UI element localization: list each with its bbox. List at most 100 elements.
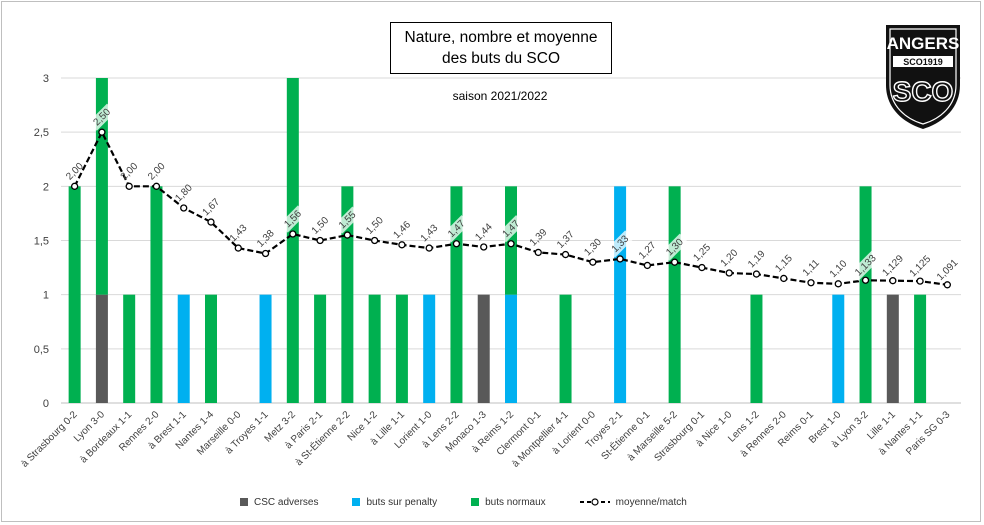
bar-segment [559,294,572,403]
bar-segment [341,186,354,403]
bar-segment [886,294,899,403]
average-marker [534,248,542,257]
average-marker [370,236,379,245]
data-label-bg [88,103,116,131]
y-tick-label: 1 [43,290,49,302]
legend-item-csc: CSC adverses [240,497,318,508]
data-label: 1,27 [637,240,659,262]
y-tick-label: 0,5 [34,344,49,356]
data-label: 1,11 [801,257,822,278]
data-label: 1,67 [201,196,223,218]
logo-banner: SCO1919 [903,57,943,67]
average-marker [943,281,952,289]
average-marker [752,270,761,278]
legend-swatch-csc [240,498,248,506]
angers-sco-logo: ANGERS SCO1919 SCO [886,25,960,129]
legend-line-average [579,497,610,507]
legend-item-average: moyenne/match [579,496,687,508]
average-marker [834,280,842,288]
data-label: 1,25 [691,242,713,264]
legend-swatch-penalty [352,498,361,506]
bar-segment [750,294,763,403]
average-marker [698,263,706,272]
average-marker [643,261,652,270]
data-label: 1,091 [935,257,961,283]
average-marker [561,250,570,259]
average-marker [152,182,161,190]
average-marker [98,128,106,136]
bar-segment [914,294,927,403]
chart-subtitle: saison 2021/2022 [452,89,548,103]
chart-title-line1: Nature, nombre et moyenne [404,29,598,46]
chart-title: Nature, nombre et moyenne des buts du SC… [390,22,612,74]
average-marker [452,240,461,248]
data-label-bg [849,249,882,281]
data-label: 1,39 [528,227,550,249]
data-label: 1,50 [364,215,386,237]
legend: CSC adverses buts sur penalty buts norma… [240,494,721,510]
data-label: 1,80 [173,182,195,204]
bar-segment [832,294,845,403]
data-label-bg [333,206,361,234]
average-marker [343,231,352,239]
average-marker [725,269,733,277]
data-label: 1,129 [880,253,906,279]
bar-segment [614,186,627,403]
legend-swatch-normal [471,498,480,506]
chart-title-line2: des buts du SCO [441,50,561,67]
data-label-bg [606,230,634,258]
bar-segment [668,186,681,403]
bar-segment [368,294,381,403]
legend-label-normal: buts normaux [485,496,546,508]
bar-segment [95,294,108,403]
bar-segment [286,78,299,403]
data-label-bg [661,233,689,261]
data-label: 1,10 [828,258,850,280]
y-tick-label: 1,5 [34,236,49,248]
bar-segment [395,294,408,403]
average-marker [398,241,406,249]
y-axis: 0 0,5 1 1,5 2 2,5 3 [34,73,49,410]
data-label: 1,15 [773,253,795,275]
y-tick-label: 2,5 [34,127,49,139]
y-tick-label: 2 [43,181,49,193]
bar-segment [505,294,517,403]
data-label: 1,30 [582,236,604,258]
data-label: 2,00 [146,161,168,183]
data-label: 1,125 [908,253,934,279]
average-marker [207,218,215,226]
average-marker [316,236,324,245]
data-label: 1,20 [719,247,741,269]
average-marker [507,240,515,248]
bar-segment [477,294,490,403]
data-label: 1,50 [310,215,332,237]
y-tick-label: 0 [43,398,49,410]
bars [68,78,927,403]
average-marker [289,230,297,238]
data-label: 1,19 [746,248,768,270]
legend-label-average: moyenne/match [615,496,687,508]
bar-segment [123,294,136,403]
average-marker [125,182,133,190]
legend-label-csc: CSC adverses [254,496,319,508]
bar-segment [423,294,436,403]
legend-item-normal: buts normaux [471,497,546,508]
data-label-bg [279,205,307,233]
logo-title: ANGERS [887,34,960,53]
logo-shield [886,25,960,129]
data-label: 2,00 [119,161,141,183]
legend-label-penalty: buts sur penalty [366,496,438,508]
data-label: 1,37 [555,229,577,251]
average-line [70,128,952,289]
logo-letters: SCO [893,76,954,107]
data-label: 1,44 [473,221,495,243]
legend-item-penalty: buts sur penalty [352,497,437,508]
bar-segment [205,294,217,403]
average-marker [780,274,788,283]
average-marker [861,276,870,284]
bar-segment [177,294,190,403]
average-marker [425,244,433,252]
